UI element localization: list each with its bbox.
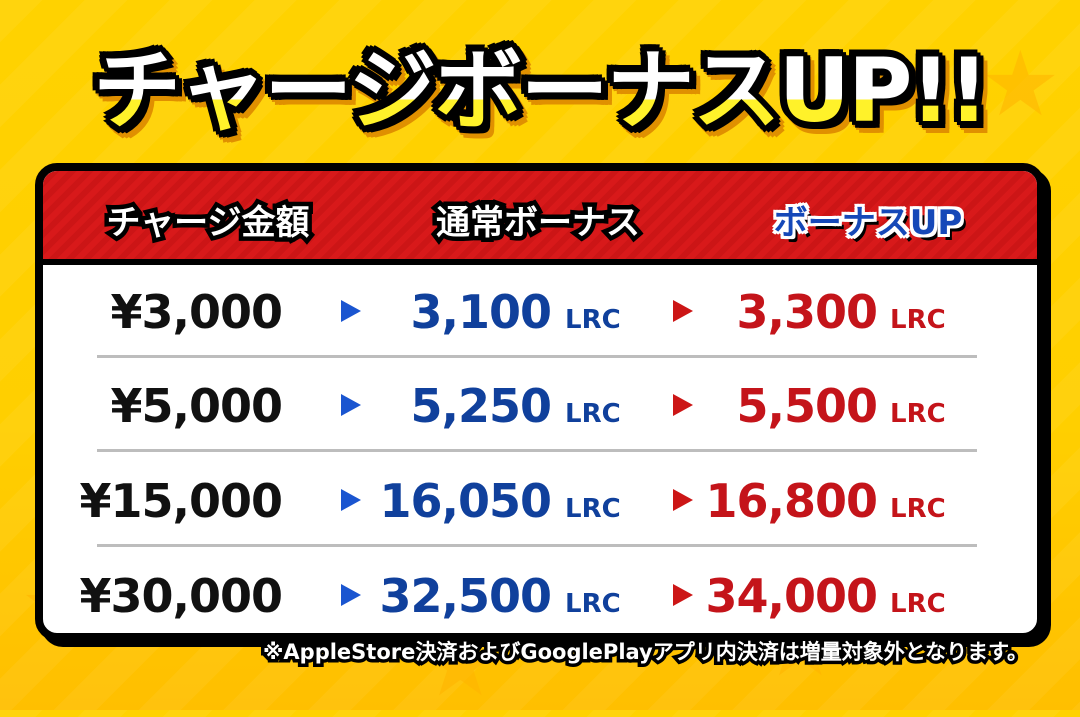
normal-bonus-unit: LRC [565, 305, 621, 335]
table-row: ¥30,000 32,500 LRC 34,000 LRC [43, 551, 1037, 633]
bonus-up-unit: LRC [890, 305, 946, 335]
normal-bonus-unit: LRC [565, 399, 621, 429]
row-divider [97, 355, 977, 358]
arrow-right-blue-icon [341, 489, 361, 511]
normal-bonus-value: 5,250 [410, 379, 552, 433]
arrow-right-red-icon [673, 394, 693, 416]
table-header: チャージ金額 通常ボーナス ボーナスUP [43, 171, 1037, 265]
arrow-right-blue-icon [341, 300, 361, 322]
row-divider [97, 449, 977, 452]
bonus-up-unit: LRC [890, 589, 946, 619]
header-charge-amount: チャージ金額 [102, 199, 314, 248]
arrow-right-red-icon [673, 584, 693, 606]
charge-amount: ¥5,000 [110, 379, 283, 433]
header-bonus-up: ボーナスUP [773, 203, 963, 243]
charge-amount: ¥30,000 [79, 569, 283, 623]
normal-bonus-unit: LRC [565, 494, 621, 524]
bonus-up-unit: LRC [890, 494, 946, 524]
arrow-right-blue-icon [341, 584, 361, 606]
charge-amount: ¥3,000 [110, 285, 283, 339]
star-decoration-icon: ★ [980, 40, 1061, 130]
row-divider [97, 544, 977, 547]
table-row: ¥5,000 5,250 LRC 5,500 LRC [43, 361, 1037, 455]
normal-bonus-unit: LRC [565, 589, 621, 619]
charge-amount: ¥15,000 [79, 474, 283, 528]
normal-bonus-value: 16,050 [379, 474, 552, 528]
bonus-up-value: 3,300 [736, 285, 878, 339]
footnote: ※AppleStore決済およびGooglePlayアプリ内決済は増量対象外とな… [260, 637, 1032, 668]
page-title: チャージボーナスUP!! [0, 38, 1080, 144]
bonus-up-value: 34,000 [705, 569, 878, 623]
normal-bonus-value: 32,500 [379, 569, 552, 623]
header-normal-bonus: 通常ボーナス [432, 199, 645, 248]
bonus-up-unit: LRC [890, 399, 946, 429]
arrow-right-red-icon [673, 489, 693, 511]
bonus-table: チャージ金額 通常ボーナス ボーナスUP ¥3,000 3,100 LRC 3,… [35, 163, 1045, 641]
table-row: ¥15,000 16,050 LRC 16,800 LRC [43, 456, 1037, 550]
normal-bonus-value: 3,100 [410, 285, 552, 339]
arrow-right-blue-icon [341, 394, 361, 416]
table-row: ¥3,000 3,100 LRC 3,300 LRC [43, 267, 1037, 361]
bonus-up-value: 5,500 [736, 379, 878, 433]
bonus-up-value: 16,800 [705, 474, 878, 528]
arrow-right-red-icon [673, 300, 693, 322]
